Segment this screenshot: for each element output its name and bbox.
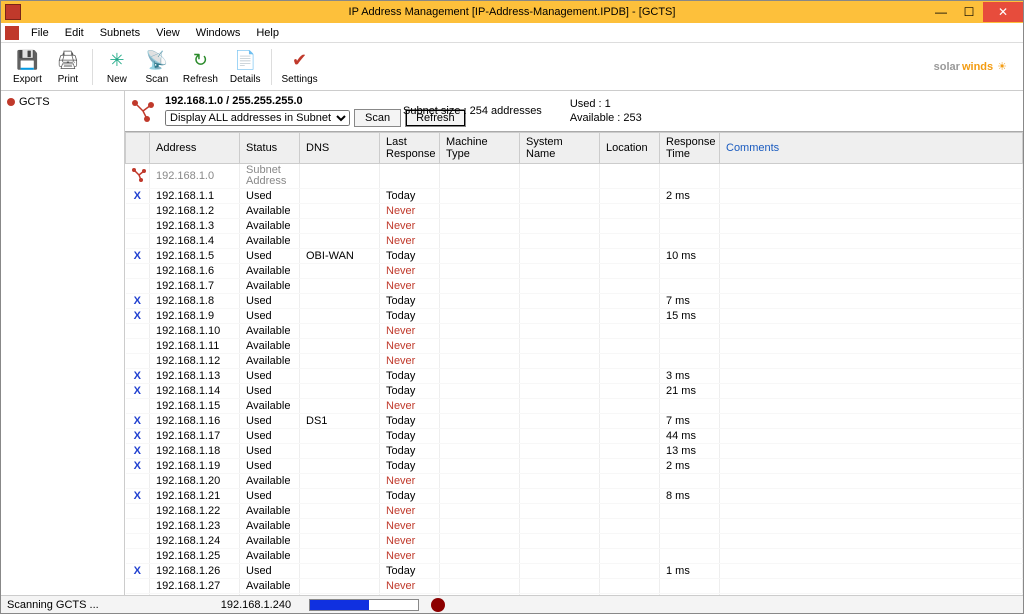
table-row[interactable]: X192.168.1.17UsedToday44 ms [126, 429, 1023, 444]
toolbar-settings[interactable]: ✔Settings [276, 47, 324, 87]
menu-windows[interactable]: Windows [188, 25, 249, 41]
col-header[interactable]: Comments [720, 133, 1023, 164]
subnet-size-label: Subnet size : 254 addresses [403, 105, 542, 117]
print-icon: 🖨 [56, 49, 80, 73]
col-header[interactable]: DNS [300, 133, 380, 164]
table-row[interactable]: 192.168.1.0SubnetAddress [126, 164, 1023, 189]
used-label: Used : 1 [570, 98, 642, 110]
table-row[interactable]: 192.168.1.27AvailableNever [126, 579, 1023, 594]
titlebar: IP Address Management [IP-Address-Manage… [1, 1, 1023, 23]
menu-view[interactable]: View [148, 25, 188, 41]
subnet-header: 192.168.1.0 / 255.255.255.0 Display ALL … [125, 91, 1023, 131]
table-row[interactable]: X192.168.1.26UsedToday1 ms [126, 564, 1023, 579]
statusbar: Scanning GCTS ... 192.168.1.240 [1, 595, 1023, 613]
table-row[interactable]: 192.168.1.3AvailableNever [126, 219, 1023, 234]
new-icon: ✳ [105, 49, 129, 73]
table-row[interactable]: 192.168.1.22AvailableNever [126, 504, 1023, 519]
table-row[interactable]: X192.168.1.13UsedToday3 ms [126, 369, 1023, 384]
current-ip-label: 192.168.1.240 [221, 599, 291, 611]
table-row[interactable]: 192.168.1.7AvailableNever [126, 279, 1023, 294]
col-header[interactable]: System Name [520, 133, 600, 164]
stop-icon[interactable] [431, 598, 445, 612]
col-header[interactable]: Status [240, 133, 300, 164]
settings-icon: ✔ [288, 49, 312, 73]
toolbar: 💾Export🖨Print✳New📡Scan↻Refresh📄Details✔S… [1, 43, 1023, 91]
menubar: FileEditSubnetsViewWindowsHelp [1, 23, 1023, 43]
col-header[interactable]: Machine Type [440, 133, 520, 164]
toolbar-details[interactable]: 📄Details [224, 47, 267, 87]
toolbar-scan[interactable]: 📡Scan [137, 47, 177, 87]
table-row[interactable]: 192.168.1.25AvailableNever [126, 549, 1023, 564]
table-row[interactable]: X192.168.1.8UsedToday7 ms [126, 294, 1023, 309]
table-row[interactable]: X192.168.1.19UsedToday2 ms [126, 459, 1023, 474]
menu-subnets[interactable]: Subnets [92, 25, 148, 41]
tree-item-gcts[interactable]: GCTS [5, 95, 120, 109]
table-row[interactable]: 192.168.1.23AvailableNever [126, 519, 1023, 534]
maximize-button[interactable]: ☐ [955, 2, 983, 22]
toolbar-refresh[interactable]: ↻Refresh [177, 47, 224, 87]
close-button[interactable]: ✕ [983, 2, 1023, 22]
menu-help[interactable]: Help [248, 25, 287, 41]
status-dot-icon [7, 98, 15, 106]
available-label: Available : 253 [570, 112, 642, 124]
toolbar-print[interactable]: 🖨Print [48, 47, 88, 87]
col-header[interactable]: Address [150, 133, 240, 164]
table-row[interactable]: X192.168.1.16UsedDS1Today7 ms [126, 414, 1023, 429]
details-icon: 📄 [233, 49, 257, 73]
table-row[interactable]: X192.168.1.1UsedToday2 ms [126, 189, 1023, 204]
menu-edit[interactable]: Edit [57, 25, 92, 41]
table-row[interactable]: X192.168.1.14UsedToday21 ms [126, 384, 1023, 399]
display-filter-select[interactable]: Display ALL addresses in Subnet [165, 110, 350, 126]
menu-file[interactable]: File [23, 25, 57, 41]
table-row[interactable]: 192.168.1.12AvailableNever [126, 354, 1023, 369]
col-header[interactable]: Last Response [380, 133, 440, 164]
table-row[interactable]: X192.168.1.5UsedOBI-WANToday10 ms [126, 249, 1023, 264]
col-header[interactable]: Response Time [660, 133, 720, 164]
progress-bar [309, 599, 419, 611]
refresh-icon: ↻ [188, 49, 212, 73]
table-row[interactable]: X192.168.1.21UsedToday8 ms [126, 489, 1023, 504]
table-row[interactable]: 192.168.1.11AvailableNever [126, 339, 1023, 354]
app-icon-small [5, 26, 19, 40]
toolbar-export[interactable]: 💾Export [7, 47, 48, 87]
app-icon [5, 4, 21, 20]
network-icon [131, 99, 155, 123]
table-row[interactable]: 192.168.1.2AvailableNever [126, 204, 1023, 219]
brand-logo: solarwinds☀ [934, 60, 1007, 73]
tree-panel: GCTS [1, 91, 125, 595]
table-row[interactable]: 192.168.1.4AvailableNever [126, 234, 1023, 249]
minimize-button[interactable]: — [927, 2, 955, 22]
col-header[interactable] [126, 133, 150, 164]
table-row[interactable]: 192.168.1.15AvailableNever [126, 399, 1023, 414]
subnet-name: 192.168.1.0 / 255.255.255.0 [165, 95, 375, 107]
table-row[interactable]: 192.168.1.6AvailableNever [126, 264, 1023, 279]
table-row[interactable]: X192.168.1.18UsedToday13 ms [126, 444, 1023, 459]
table-row[interactable]: 192.168.1.10AvailableNever [126, 324, 1023, 339]
toolbar-new[interactable]: ✳New [97, 47, 137, 87]
table-row[interactable]: 192.168.1.20AvailableNever [126, 474, 1023, 489]
scan-button[interactable]: Scan [354, 109, 401, 127]
tree-item-label: GCTS [19, 96, 50, 108]
scan-icon: 📡 [145, 49, 169, 73]
address-grid[interactable]: AddressStatusDNSLast ResponseMachine Typ… [125, 131, 1023, 595]
table-row[interactable]: X192.168.1.9UsedToday15 ms [126, 309, 1023, 324]
scanning-label: Scanning GCTS ... [7, 599, 99, 611]
export-icon: 💾 [15, 49, 39, 73]
col-header[interactable]: Location [600, 133, 660, 164]
window-title: IP Address Management [IP-Address-Manage… [349, 6, 676, 18]
table-row[interactable]: 192.168.1.24AvailableNever [126, 534, 1023, 549]
